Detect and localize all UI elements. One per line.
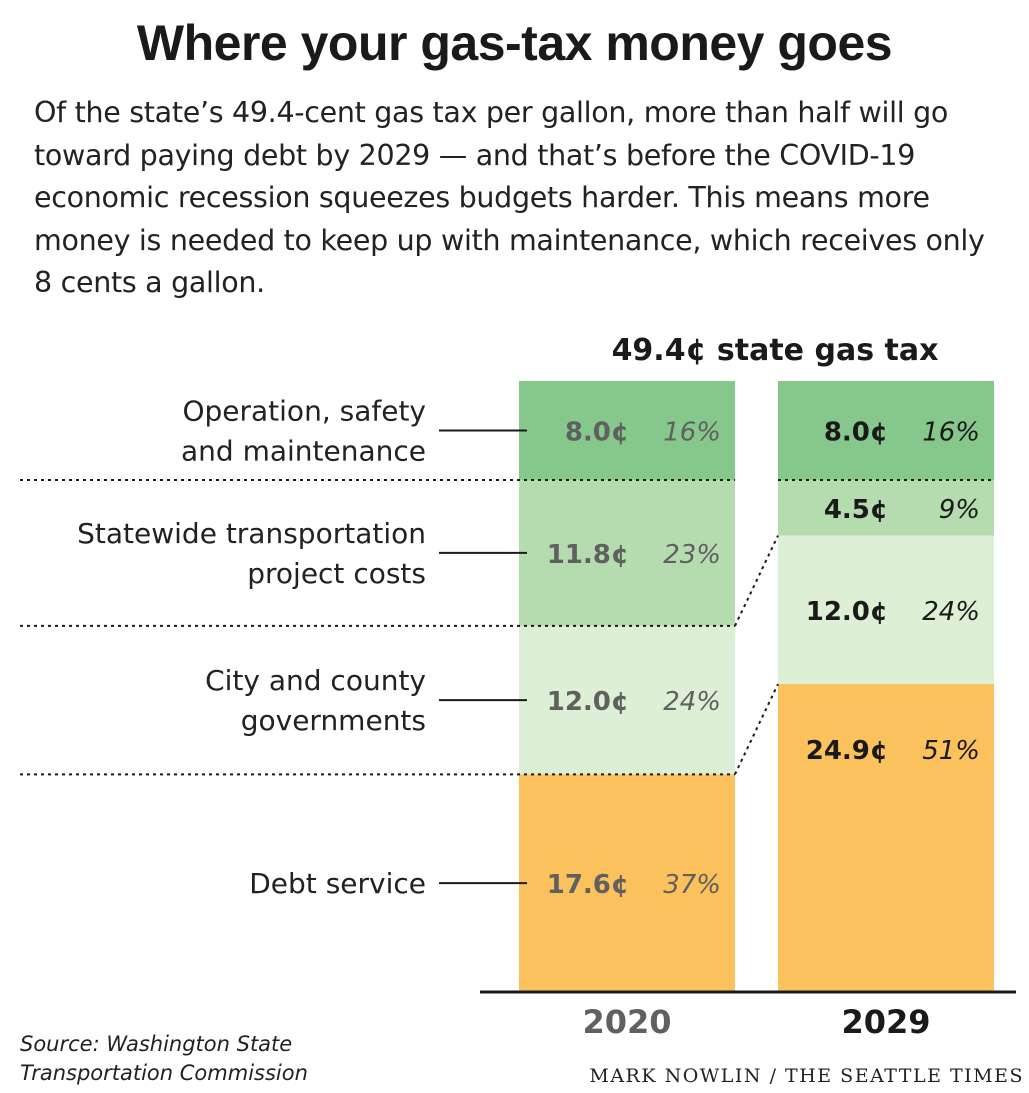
value-label-operation-2029: 8.0¢ [824, 417, 888, 447]
bar-statewide-2029 [778, 479, 994, 536]
category-label-statewide: Statewide transportation [77, 517, 426, 550]
percent-label-debt-2020: 37% [663, 870, 721, 900]
bar-operation-2020 [519, 381, 735, 480]
percent-label-debt-2029: 51% [922, 736, 980, 766]
bar-debt-2029 [778, 684, 994, 992]
category-label-operation: Operation, safety [182, 394, 426, 427]
percent-label-statewide-2029: 9% [939, 495, 980, 525]
category-label-city_county: City and county [205, 664, 426, 697]
bar-city_county-2020 [519, 625, 735, 775]
year-label-2020: 2020 [582, 1003, 671, 1041]
category-label-statewide: project costs [247, 557, 426, 590]
bar-debt-2020 [519, 774, 735, 992]
category-label-operation: and maintenance [181, 434, 426, 467]
bar-city_county-2029 [778, 535, 994, 685]
percent-label-city_county-2020: 24% [663, 687, 721, 717]
credit: MARK NOWLIN / THE SEATTLE TIMES [589, 1065, 1024, 1087]
value-label-debt-2020: 17.6¢ [547, 870, 629, 900]
chart-title: Where your gas-tax money goes [136, 15, 893, 71]
value-label-operation-2020: 8.0¢ [565, 417, 629, 447]
percent-label-operation-2020: 16% [663, 417, 721, 447]
bar-statewide-2020 [519, 479, 735, 626]
source-line-1: Source: Washington State [20, 1032, 292, 1056]
source-line-2: Transportation Commission [20, 1061, 308, 1085]
chart-subtitle: Of the state’s 49.4-cent gas tax per gal… [34, 96, 985, 299]
value-label-debt-2029: 24.9¢ [806, 736, 888, 766]
category-label-city_county: governments [241, 704, 426, 737]
percent-label-operation-2029: 16% [922, 417, 980, 447]
percent-label-statewide-2020: 23% [663, 540, 721, 570]
value-label-statewide-2029: 4.5¢ [824, 495, 888, 525]
value-label-statewide-2020: 11.8¢ [547, 540, 629, 570]
bar-operation-2029 [778, 381, 994, 480]
value-label-city_county-2029: 12.0¢ [806, 597, 888, 627]
category-label-debt: Debt service [249, 867, 426, 900]
percent-label-city_county-2029: 24% [922, 597, 980, 627]
connector-debt [734, 683, 779, 775]
value-label-city_county-2020: 12.0¢ [547, 687, 629, 717]
year-label-2029: 2029 [841, 1003, 930, 1041]
chart-header: 49.4¢ state gas tax [612, 333, 939, 368]
connector-city_county [734, 535, 779, 627]
